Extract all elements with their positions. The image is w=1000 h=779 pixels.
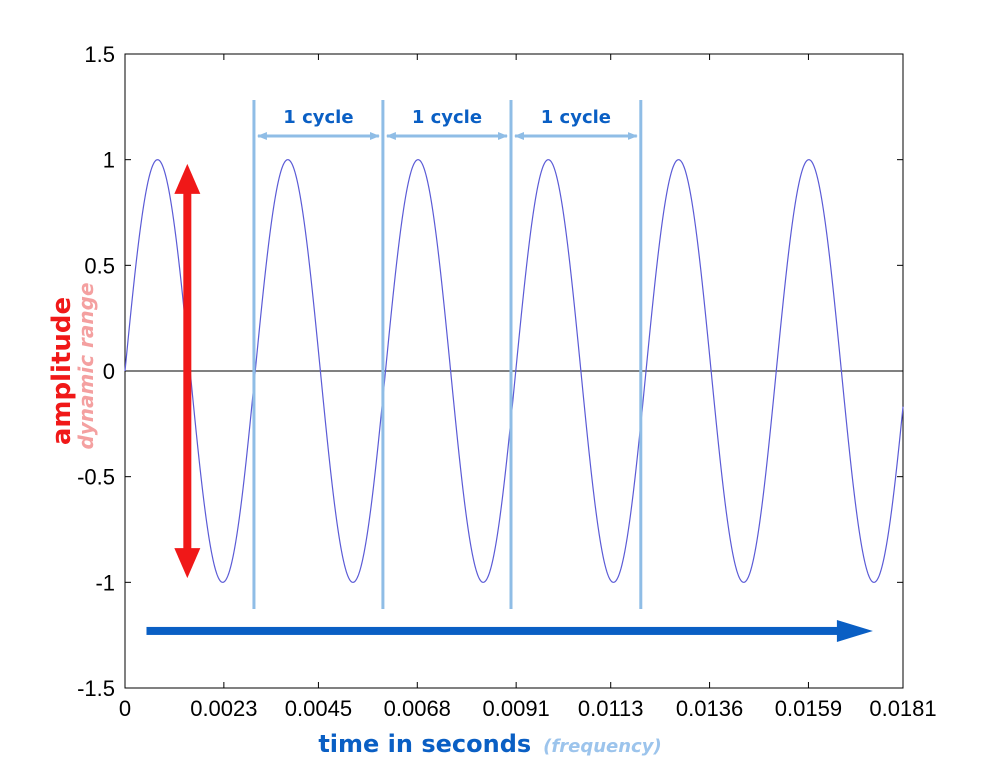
x-tick-label: 0.0091 [483,696,550,721]
y-tick-label: 0.5 [84,253,115,278]
amplitude-arrow-shaft [183,191,192,551]
axis-ticks [124,53,904,689]
y-tick-label: -1 [95,570,115,595]
x-axis-label-group: time in seconds (frequency) [318,730,661,758]
x-tick-label: 0.0136 [676,696,743,721]
x-tick-label: 0.0068 [384,696,451,721]
x-axis-label: time in seconds [318,730,531,758]
y-tick-label: 0 [103,359,115,384]
cycle-label: 1 cycle [412,107,482,128]
y-axis-label: amplitude [47,297,77,445]
y-tick-label: 1 [103,148,115,173]
x-tick-label: 0.0045 [285,696,352,721]
y-tick-label: -0.5 [77,465,115,490]
x-tick-label: 0.0159 [775,696,842,721]
y-tick-label: 1.5 [84,42,115,67]
x-tick-label: 0.0113 [578,696,644,721]
x-tick-label: 0.0023 [190,696,257,721]
time-arrow-head [836,619,873,642]
x-axis-label-note: (frequency) [543,736,662,757]
amplitude-arrow [174,163,201,579]
y-tick-labels: -1.5 -1 -0.5 0 0.5 1 1.5 [77,42,115,701]
cycle-label: 1 cycle [283,107,353,128]
x-tick-labels: 0 0.0023 0.0045 0.0068 0.0091 0.0113 0.0136 0.0… [119,696,937,721]
amplitude-arrow-head-up [174,163,201,194]
time-arrow-shaft [146,626,839,635]
cycle-annotations: 1 cycle 1 cycle 1 cycle [256,107,638,140]
x-tick-label: 0 [119,696,131,721]
y-tick-label: -1.5 [77,676,115,701]
cycle-markers [252,100,643,609]
x-tick-label: 0.0181 [869,696,936,721]
cycle-label: 1 cycle [541,107,611,128]
y-axis-label-group: amplitude dynamic range [47,282,98,449]
amplitude-arrow-head-down [174,548,201,579]
y-axis-label-note: dynamic range [74,282,98,449]
time-arrow [146,619,873,642]
